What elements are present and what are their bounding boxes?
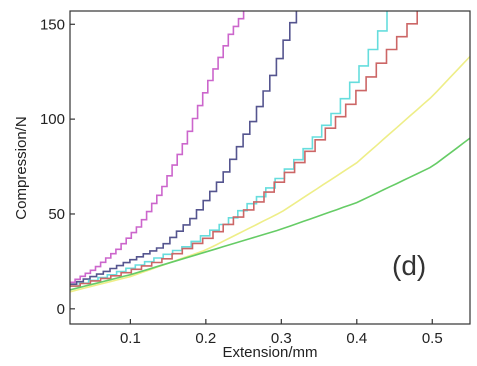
y-tick-label: 50 — [48, 206, 65, 223]
panel-label: (d) — [392, 250, 426, 281]
series-line-1 — [70, 11, 245, 284]
series-line-4 — [70, 11, 418, 287]
x-axis-label: Extension/mm — [222, 344, 317, 361]
y-axis-label: Compression/N — [13, 116, 30, 219]
x-tick-label: 0.4 — [346, 330, 367, 347]
series-line-2 — [70, 11, 298, 285]
plot-frame — [69, 10, 471, 325]
series-layer — [69, 11, 471, 293]
x-tick-label: 0.3 — [271, 330, 292, 347]
y-tick-label: 0 — [57, 301, 65, 318]
series-line-6 — [69, 137, 471, 291]
x-tick-label: 0.2 — [195, 330, 216, 347]
x-tick-label: 0.5 — [422, 330, 443, 347]
tick-layer: 0.1 0.2 0.3 0.4 0.5 0 50 100 150 — [40, 16, 443, 347]
y-tick-label: 100 — [40, 111, 65, 128]
x-tick-label: 0.1 — [120, 330, 141, 347]
series-line-5 — [69, 55, 471, 293]
y-tick-label: 150 — [40, 16, 65, 33]
series-line-3 — [70, 11, 388, 287]
